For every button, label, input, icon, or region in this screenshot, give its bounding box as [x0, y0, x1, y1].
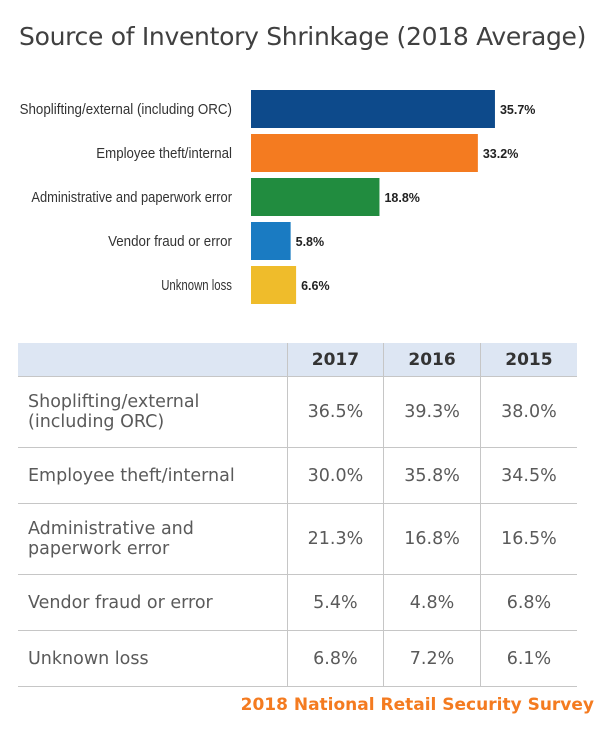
data-label: 6.6%	[301, 279, 330, 293]
cell-2015: 38.0%	[479, 376, 577, 448]
table-row: Vendor fraud or error 5.4% 4.8% 6.8%	[18, 574, 577, 631]
cell-2015: 6.8%	[479, 574, 577, 631]
category-label: Unknown loss	[161, 278, 232, 294]
cell-2017: 36.5%	[286, 376, 384, 448]
cell-2016: 35.8%	[383, 447, 481, 504]
cell-2015: 16.5%	[479, 503, 577, 575]
bar-1	[251, 134, 478, 172]
row-label: Employee theft/internal	[18, 447, 288, 504]
yearly-comparison-table-wrapper: 2017 2016 2015 Shoplifting/external (inc…	[18, 343, 577, 687]
category-label: Shoplifting/external (including ORC)	[20, 102, 232, 118]
row-label: Unknown loss	[18, 630, 288, 687]
category-label: Administrative and paperwork error	[31, 190, 232, 206]
cell-2015: 6.1%	[479, 630, 577, 687]
header-2017: 2017	[286, 343, 384, 377]
bar-2	[251, 178, 380, 216]
bar-chart: Shoplifting/external (including ORC) 35.7…	[20, 90, 535, 304]
table-row: Administrative and paperwork error 21.3%…	[18, 503, 577, 575]
data-label: 18.8%	[384, 191, 419, 205]
yearly-comparison-table: 2017 2016 2015 Shoplifting/external (inc…	[18, 343, 577, 687]
header-blank	[18, 343, 288, 377]
cell-2016: 39.3%	[383, 376, 481, 448]
chart-title: Source of Inventory Shrinkage (2018 Aver…	[19, 22, 587, 51]
category-label: Employee theft/internal	[96, 146, 232, 162]
data-label: 35.7%	[500, 103, 535, 117]
cell-2017: 21.3%	[286, 503, 384, 575]
bar-0	[251, 90, 495, 128]
cell-2017: 6.8%	[286, 630, 384, 687]
cell-2016: 4.8%	[383, 574, 481, 631]
data-label: 33.2%	[483, 147, 518, 161]
header-2016: 2016	[383, 343, 481, 377]
cell-2017: 30.0%	[286, 447, 384, 504]
bar-4	[251, 266, 297, 304]
table-row: Shoplifting/external (including ORC) 36.…	[18, 376, 577, 448]
table-row: Employee theft/internal 30.0% 35.8% 34.5…	[18, 447, 577, 504]
bar-3	[251, 222, 291, 260]
cell-2017: 5.4%	[286, 574, 384, 631]
header-2015: 2015	[479, 343, 577, 377]
row-label: Shoplifting/external (including ORC)	[18, 376, 288, 448]
category-label: Vendor fraud or error	[108, 234, 232, 250]
cell-2016: 7.2%	[383, 630, 481, 687]
row-label: Vendor fraud or error	[18, 574, 288, 631]
source-credit: 2018 National Retail Security Survey	[240, 695, 594, 715]
data-label: 5.8%	[296, 235, 325, 249]
cell-2016: 16.8%	[383, 503, 481, 575]
table-row: Unknown loss 6.8% 7.2% 6.1%	[18, 630, 577, 687]
table-header-row: 2017 2016 2015	[18, 343, 577, 377]
cell-2015: 34.5%	[479, 447, 577, 504]
row-label: Administrative and paperwork error	[18, 503, 288, 575]
